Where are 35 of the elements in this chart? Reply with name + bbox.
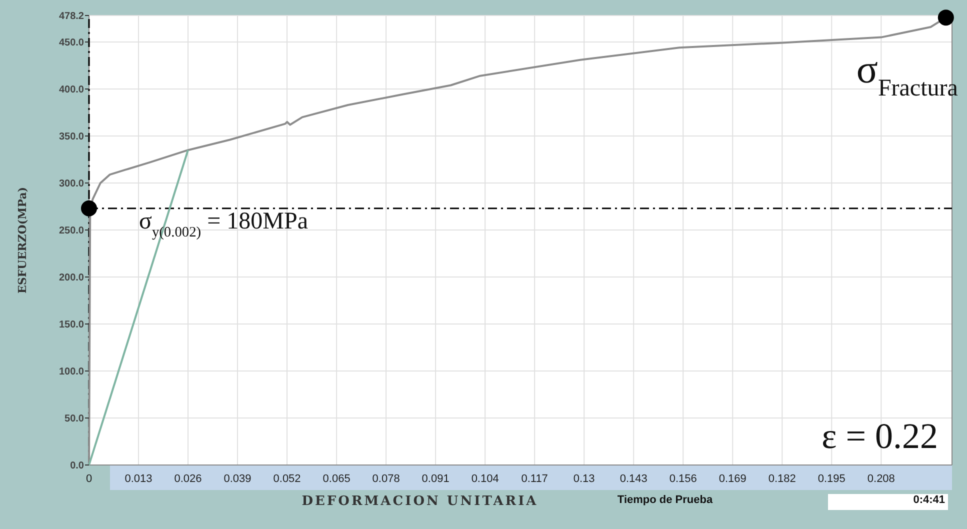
x-tick-label: 0.195 bbox=[818, 473, 846, 485]
y-tick-label: 450.0 bbox=[58, 38, 84, 49]
annotation: ε = 0.22 bbox=[822, 416, 938, 456]
x-tick-label: 0.208 bbox=[867, 473, 895, 485]
x-tick-label: 0.013 bbox=[124, 473, 152, 485]
y-tick-label: 50.0 bbox=[64, 414, 84, 424]
y-tick-label: 250.0 bbox=[58, 226, 84, 237]
y-tick-label: 200.0 bbox=[58, 272, 84, 284]
annotation: σ$_{Fractura}$ bbox=[856, 46, 958, 102]
x-tick-label: 0.052 bbox=[273, 473, 301, 485]
x-tick-label: 0.13 bbox=[573, 473, 595, 485]
x-tick-label: 0.169 bbox=[718, 473, 746, 485]
x-tick-label: 0.078 bbox=[372, 473, 400, 485]
x-tick-label: 0.039 bbox=[224, 473, 252, 485]
x-tick-label: 0.182 bbox=[768, 473, 796, 485]
y-tick-label: 350.0 bbox=[58, 132, 84, 143]
x-tick-label: 0.117 bbox=[521, 473, 548, 485]
annotation: σ$_{y(0.002)}$ = 180MPa bbox=[139, 208, 308, 240]
text: 0:4:41 bbox=[913, 494, 945, 506]
y-axis-title: ESFUERZO(MPa) bbox=[16, 186, 29, 294]
x-tick-label: 0.065 bbox=[322, 473, 350, 485]
x-tick-label: 0.091 bbox=[422, 473, 450, 485]
y-tick-label: 100.0 bbox=[58, 366, 84, 378]
x-tick-label: 0.143 bbox=[620, 473, 648, 485]
x-tick-label: 0 bbox=[86, 473, 92, 485]
x-axis-title: DEFORMACION UNITARIA bbox=[302, 494, 538, 509]
x-tick-label: 0.156 bbox=[669, 473, 697, 485]
text: Tiempo de Prueba bbox=[617, 494, 714, 506]
y-tick-label: 0.0 bbox=[70, 460, 84, 472]
y-tick-label: 478.2 bbox=[58, 11, 84, 22]
y-tick-label: 400.0 bbox=[58, 84, 84, 96]
y-tick-label: 300.0 bbox=[58, 178, 84, 190]
x-tick-label: 0.104 bbox=[471, 473, 499, 485]
x-tick-label: 0.026 bbox=[174, 473, 202, 485]
y-tick-label: 150.0 bbox=[58, 320, 84, 331]
